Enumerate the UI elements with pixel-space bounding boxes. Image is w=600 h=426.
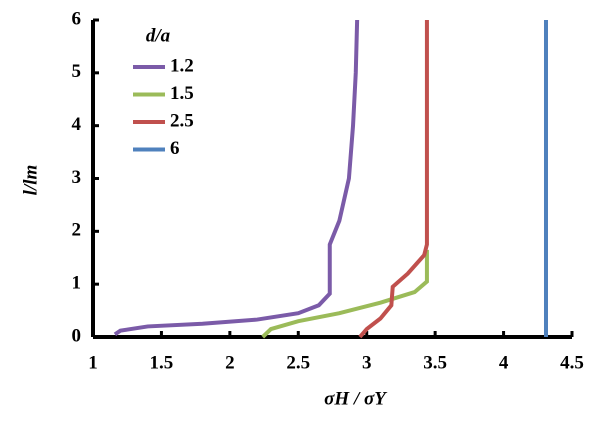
x-tick-label: 3.5 <box>423 352 447 373</box>
x-tick-label: 2 <box>225 352 235 373</box>
x-tick-label: 2.5 <box>286 352 310 373</box>
y-tick-label: 1 <box>72 273 82 294</box>
data-line <box>358 20 429 339</box>
y-tick-label: 3 <box>72 167 82 188</box>
legend-label: 1.5 <box>170 83 194 104</box>
x-axis-label: σH / σY <box>324 388 388 409</box>
y-tick-label: 6 <box>72 8 82 29</box>
y-tick-label: 2 <box>72 220 82 241</box>
y-tick-label: 0 <box>72 325 82 346</box>
data-line <box>113 19 360 337</box>
x-tick-label: 4 <box>499 352 509 373</box>
y-tick-label: 4 <box>72 114 82 135</box>
legend-label: 1.2 <box>170 55 194 76</box>
x-tick-label: 3 <box>362 352 372 373</box>
data-line <box>261 249 429 339</box>
x-tick-label: 4.5 <box>560 352 584 373</box>
y-tick-label: 5 <box>72 61 82 82</box>
legend-label: 6 <box>170 138 180 159</box>
x-tick-label: 1.5 <box>150 352 174 373</box>
y-axis-label: l/lm <box>20 165 41 196</box>
legend-label: 2.5 <box>170 110 194 131</box>
legend-title: d/a <box>146 25 171 46</box>
x-tick-label: 1 <box>88 352 98 373</box>
